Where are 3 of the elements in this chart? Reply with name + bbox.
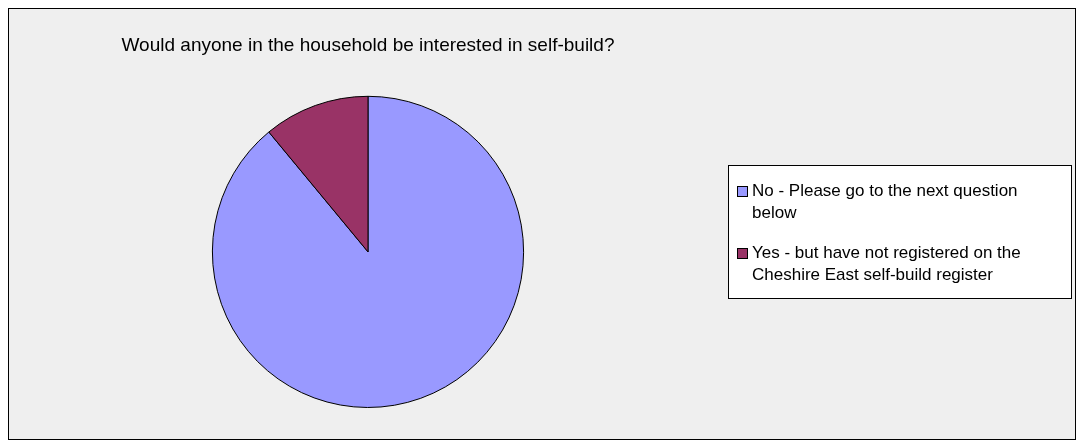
legend-label: Yes - but have not registered on the Cheshire East self-build register xyxy=(752,242,1022,286)
legend-label: No - Please go to the next question below xyxy=(752,180,1019,224)
chart-title: Would anyone in the household be interested in self-build? xyxy=(121,33,615,55)
